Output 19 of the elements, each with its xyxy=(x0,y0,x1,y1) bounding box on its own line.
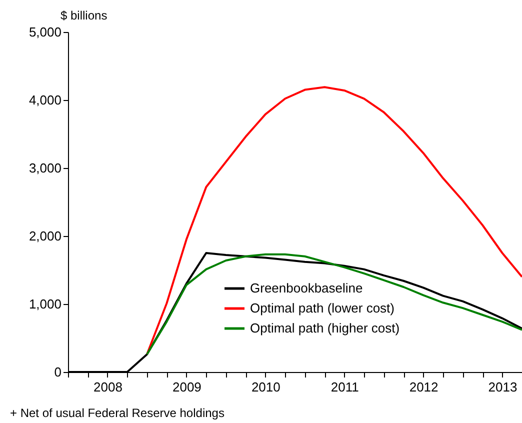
x-tick-label: 2010 xyxy=(251,380,280,394)
y-tick-label: 1,000 xyxy=(28,296,62,312)
x-tick-label: 2012 xyxy=(409,380,438,394)
legend-label: Greenbookbaseline xyxy=(250,280,363,296)
x-tick-label: 2013 xyxy=(488,380,518,394)
y-tick-label: 0 xyxy=(54,364,62,380)
y-tick-label: 5,000 xyxy=(28,24,62,40)
y-axis-title: $ billions xyxy=(60,8,108,22)
x-tick-label: 2008 xyxy=(94,380,122,394)
legend-label: Optimal path (lower cost) xyxy=(250,300,394,316)
line-series xyxy=(146,253,522,356)
line-series xyxy=(146,86,522,356)
y-tick-label: 3,000 xyxy=(28,160,62,176)
x-tick-label: 2009 xyxy=(172,380,202,394)
y-tick-label: 4,000 xyxy=(28,92,62,108)
legend-label: Optimal path (higher cost) xyxy=(250,320,400,336)
x-tick-label: 2011 xyxy=(330,380,359,394)
y-tick-label: 2,000 xyxy=(28,228,62,244)
text: + Net of usual Federal Reserve holdings xyxy=(10,406,224,420)
